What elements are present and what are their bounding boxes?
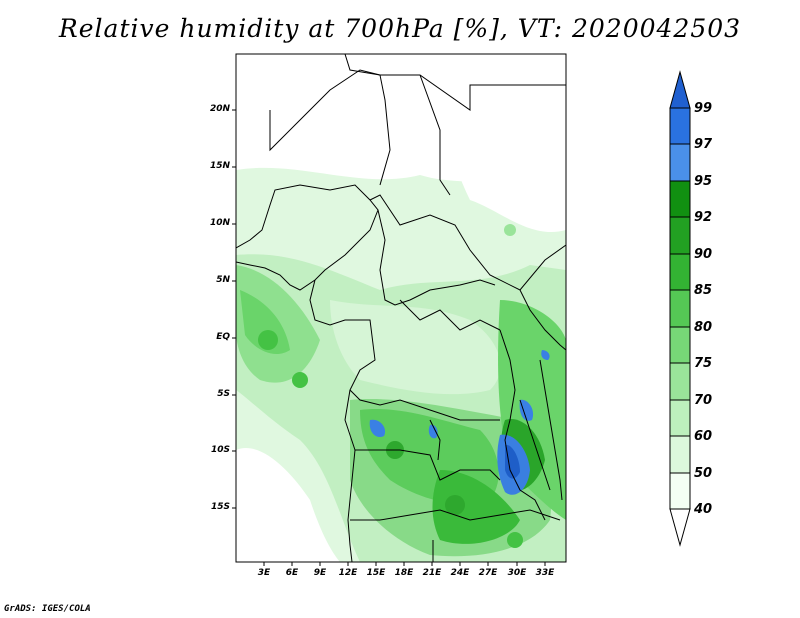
colorbar-label: 70 bbox=[694, 393, 713, 408]
colorbar-label: 99 bbox=[694, 101, 713, 116]
colorbar-label: 50 bbox=[694, 466, 713, 481]
boundaries bbox=[236, 54, 566, 562]
x-tick-label: 3E bbox=[257, 568, 271, 578]
y-tick-label: 10S bbox=[210, 445, 230, 455]
colorbar-label: 97 bbox=[694, 137, 713, 152]
y-tick-label: 5N bbox=[216, 275, 230, 285]
colorbar-label: 40 bbox=[694, 502, 713, 517]
colorbar-label: 75 bbox=[694, 356, 713, 371]
credit-text: GrADS: IGES/COLA bbox=[4, 604, 91, 614]
humidity-field bbox=[236, 54, 566, 562]
x-ticks bbox=[263, 562, 546, 566]
y-tick-label: 10N bbox=[209, 218, 230, 228]
colorbar-label: 80 bbox=[694, 320, 713, 335]
x-tick-label: 30E bbox=[507, 568, 527, 578]
y-tick-label: 15N bbox=[209, 161, 230, 171]
x-tick-label: 33E bbox=[535, 568, 555, 578]
y-tick-label: 15S bbox=[210, 502, 230, 512]
colorbar-label: 92 bbox=[694, 210, 713, 225]
x-tick-label: 18E bbox=[394, 568, 414, 578]
colorbar-label: 85 bbox=[694, 283, 713, 298]
y-tick-label: EQ bbox=[216, 332, 230, 342]
x-tick-label: 24E bbox=[450, 568, 470, 578]
x-tick-label: 15E bbox=[366, 568, 386, 578]
x-tick-label: 27E bbox=[478, 568, 498, 578]
colorbar-label: 60 bbox=[694, 429, 713, 444]
y-tick-label: 20N bbox=[209, 104, 230, 114]
x-tick-label: 9E bbox=[313, 568, 327, 578]
x-tick-label: 6E bbox=[285, 568, 299, 578]
colorbar-label: 90 bbox=[694, 247, 713, 262]
colorbar-label: 95 bbox=[694, 174, 713, 189]
y-tick-label: 5S bbox=[217, 389, 230, 399]
x-tick-label: 12E bbox=[338, 568, 358, 578]
map-title: Relative humidity at 700hPa [%], VT: 202… bbox=[58, 14, 742, 43]
x-tick-label: 21E bbox=[422, 568, 442, 578]
plot-frame bbox=[235, 53, 567, 563]
y-ticks bbox=[232, 109, 236, 509]
colorbar bbox=[669, 70, 691, 547]
